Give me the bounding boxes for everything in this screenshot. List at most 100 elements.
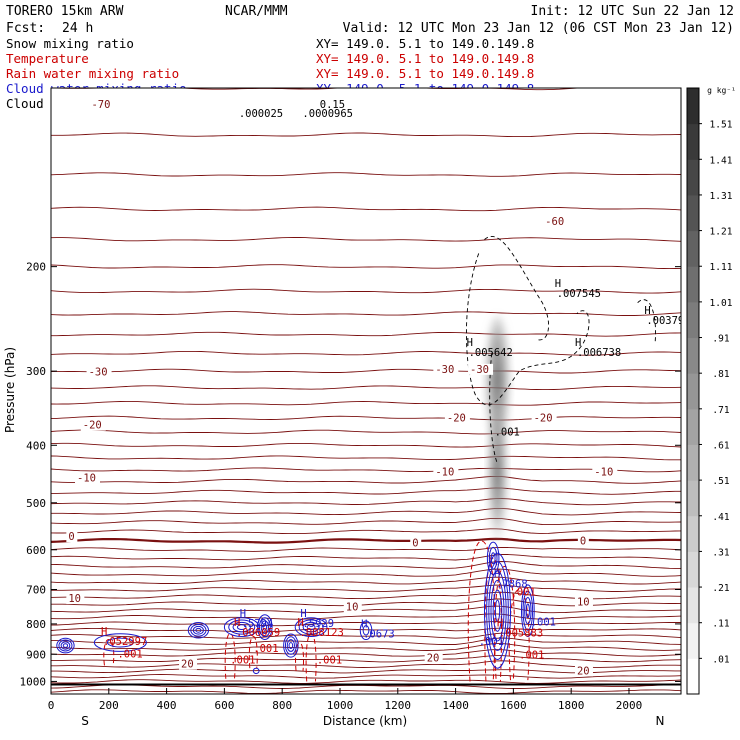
- temperature-label-bg: [592, 466, 618, 478]
- colorbar-segment: [687, 622, 699, 659]
- temperature-label-bg: [343, 601, 362, 613]
- snow-max-label: .005642: [469, 347, 513, 359]
- cloud-water-ring: [190, 623, 207, 637]
- cloud-water-max-label: .0673: [363, 628, 395, 640]
- cloud-water-min-label: .001: [479, 636, 504, 648]
- isotherm-line: [51, 467, 681, 473]
- isotherm-line: [51, 206, 681, 212]
- cloud-water-ring: [486, 541, 500, 575]
- colorbar-segment: [687, 373, 699, 410]
- temperature-label: 20: [577, 665, 590, 677]
- x-tick-label: 1400: [442, 699, 469, 712]
- isotherm-line: [51, 442, 681, 448]
- colorbar-label: 1.41: [710, 155, 733, 166]
- x-tick-label: 1200: [385, 699, 412, 712]
- cloud-water-max-label-marker: H: [240, 608, 246, 620]
- temperature-label-bg: [179, 658, 198, 670]
- isotherm-line: [51, 546, 681, 552]
- x-tick-label: 0: [48, 699, 55, 712]
- cloud-water-max-label-marker: H: [361, 618, 367, 630]
- x-axis-label: Distance (km): [323, 714, 407, 728]
- isotherm-line: [51, 632, 681, 639]
- x-tick-label: 1800: [558, 699, 585, 712]
- snow-max-label: .006738: [577, 347, 621, 359]
- temperature-label-bg: [444, 412, 470, 424]
- cloud-water-ring: [284, 636, 297, 655]
- plot-background: [51, 88, 681, 694]
- temperature-label-bg: [433, 363, 459, 375]
- rain-max-label: .005883: [499, 627, 543, 639]
- isotherm-line: [51, 237, 681, 242]
- cloud-water-ring: [488, 570, 507, 651]
- colorbar-segment: [687, 123, 699, 160]
- x-tick-label: 400: [157, 699, 177, 712]
- temperature-label: 10: [68, 593, 81, 605]
- y-tick-label: 900: [26, 648, 46, 661]
- isotherm-line: [51, 643, 681, 651]
- colorbar-label: .11: [712, 619, 729, 630]
- colorbar-label: .81: [712, 369, 729, 380]
- snow-max-label: .007545: [557, 288, 601, 300]
- cloud-water-ring: [283, 633, 299, 658]
- field-name: Snow mixing ratio: [6, 36, 134, 51]
- isotherm-line: [51, 621, 681, 627]
- colorbar-label: .21: [712, 583, 729, 594]
- cloud-water-max-label: .5929: [302, 618, 334, 630]
- rain-min-label: .001: [317, 654, 342, 666]
- temperature-label: 20: [181, 659, 194, 671]
- isotherm-line: [51, 613, 681, 620]
- cloud-water-ring: [494, 599, 501, 622]
- cloud-water-ring: [195, 627, 202, 633]
- temperature-label-bg: [424, 652, 443, 664]
- temperature-label-bg: [66, 531, 78, 543]
- rain-contour: [305, 632, 317, 682]
- cloud-water-ring: [236, 624, 247, 630]
- cloud-ice-label: .000025: [239, 108, 283, 120]
- temperature-label-bg: [574, 665, 593, 677]
- isotherm-line: [51, 498, 681, 506]
- colorbar-label: .71: [712, 405, 729, 416]
- isotherm-line: [51, 172, 681, 177]
- x-tick-label: 600: [214, 699, 234, 712]
- temperature-label-bg: [577, 535, 589, 547]
- cloud-water-max-label-marker: H: [494, 569, 500, 581]
- temperature-label-bg: [410, 537, 422, 549]
- cloud-water-max-label: .5794: [242, 618, 274, 630]
- y-tick-label: 700: [26, 584, 46, 597]
- colorbar-label: .41: [712, 512, 729, 523]
- y-tick-label: 1000: [20, 675, 47, 688]
- plot-frame: [50, 87, 682, 695]
- temperature-label-bg: [89, 98, 115, 110]
- colorbar-label: 1.51: [710, 120, 733, 131]
- colorbar-segment: [687, 230, 699, 267]
- colorbar-label: 1.01: [710, 298, 733, 309]
- colorbar-segment: [687, 266, 699, 303]
- cloud-water-ring: [192, 625, 204, 635]
- rain-contours: [103, 540, 530, 682]
- forecast-hour: 24 h: [62, 21, 93, 36]
- temperature-label: -20: [83, 420, 102, 432]
- temperature-label-bg: [543, 215, 569, 227]
- snow-contour: [489, 353, 498, 465]
- rain-contour: [484, 557, 502, 682]
- cloud-water-ring: [359, 620, 373, 641]
- isotherm-line: [51, 455, 681, 461]
- snow-contour: [484, 236, 550, 341]
- cloud-water-ring: [490, 579, 505, 642]
- snow-min-label: .001: [495, 426, 520, 438]
- rain-contour: [494, 565, 516, 679]
- colorbar-segment: [687, 515, 699, 552]
- x-tick-label: 2000: [616, 699, 643, 712]
- colorbar-label: .31: [712, 547, 729, 558]
- colorbar-label: .91: [712, 334, 729, 345]
- field-range: XY= 149.0. 5.1 to 149.0.149.8: [316, 51, 534, 66]
- temperature-label-bg: [66, 593, 85, 605]
- temperature-label-bg: [86, 366, 112, 378]
- cloud-water-ring: [257, 614, 273, 641]
- temperature-label-bg: [80, 419, 106, 431]
- colorbar-segment: [687, 301, 699, 339]
- snow-max-label-marker: H: [555, 278, 561, 290]
- cloud-water-ring: [58, 639, 73, 652]
- cloud-ice-label: .0000965: [302, 108, 353, 120]
